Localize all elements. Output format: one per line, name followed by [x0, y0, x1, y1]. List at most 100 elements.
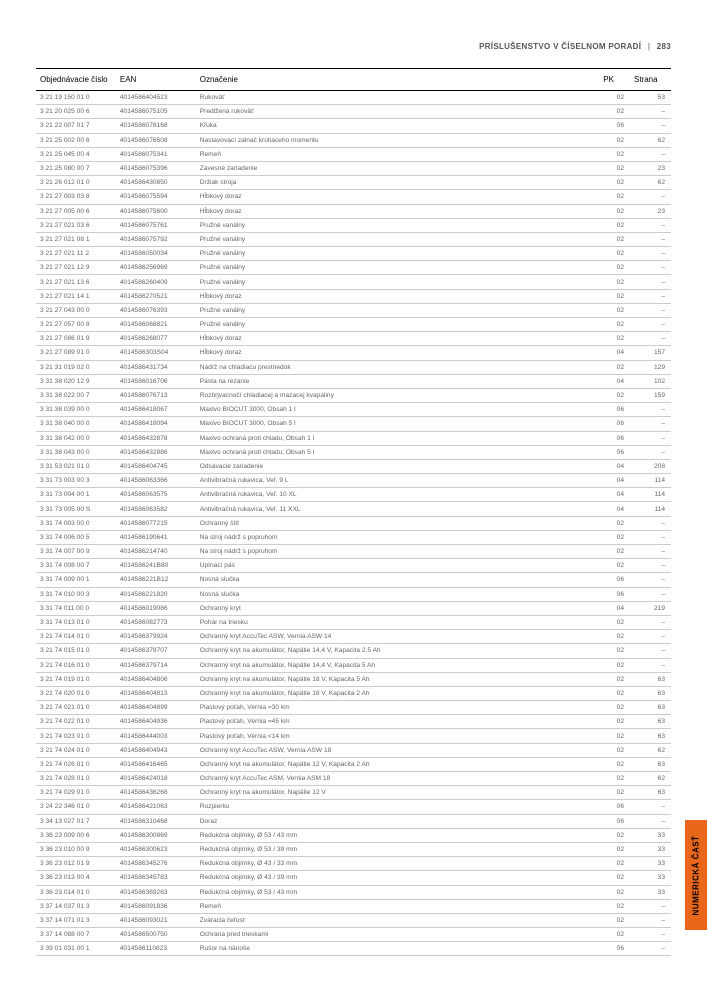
- table-cell: 4014586416465: [116, 757, 196, 771]
- table-row: 3 31 74 011 00 04014586019086Ochranný kr…: [36, 601, 671, 615]
- table-cell: 3 21 74 022 01 0: [36, 715, 116, 729]
- table-cell: Nastavovací zalnač krútiaceho momentu: [196, 133, 600, 147]
- table-cell: 4014586345783: [116, 871, 196, 885]
- table-row: 3 37 14 071 01 34014586093021Zváracia če…: [36, 913, 671, 927]
- table-cell: 06: [599, 431, 630, 445]
- table-cell: Maxlvo ochraná proti chladu, Obsah 1 l: [196, 431, 600, 445]
- table-cell: Doraz: [196, 814, 600, 828]
- table-cell: Pružné vanálny: [196, 275, 600, 289]
- table-cell: 3 31 73 004 00 1: [36, 488, 116, 502]
- table-cell: Remeň: [196, 899, 600, 913]
- table-cell: Antivibračná rukavica, Veľ. 9 L: [196, 474, 600, 488]
- table-cell: Ochranný kryt AccuTec ASW, Vernia ASW 18: [196, 743, 600, 757]
- table-cell: 06: [599, 119, 630, 133]
- table-cell: 02: [599, 530, 630, 544]
- table-cell: 3 21 27 021 03 6: [36, 218, 116, 232]
- table-cell: –: [630, 275, 671, 289]
- table-row: 3 21 27 057 00 84014586068821Pružné vaná…: [36, 318, 671, 332]
- table-cell: Hĺbkový doraz: [196, 289, 600, 303]
- table-cell: 62: [630, 772, 671, 786]
- table-row: 3 31 38 020 12 94014586016706Pasta na re…: [36, 374, 671, 388]
- table-cell: –: [630, 913, 671, 927]
- page-header: PRÍSLUŠENSTVO V ČÍSELNOM PORADÍ | 283: [479, 42, 671, 51]
- table-cell: 63: [630, 786, 671, 800]
- table-cell: 3 31 74 006 00 5: [36, 530, 116, 544]
- table-cell: 4014586418094: [116, 417, 196, 431]
- table-cell: 4014586421063: [116, 800, 196, 814]
- table-cell: 3 21 19 150 01 0: [36, 91, 116, 105]
- table-cell: 02: [599, 232, 630, 246]
- table-cell: 02: [599, 516, 630, 530]
- table-cell: 4014586268077: [116, 332, 196, 346]
- table-cell: 3 21 74 024 01 0: [36, 743, 116, 757]
- table-cell: –: [630, 247, 671, 261]
- table-cell: 3 37 14 037 01 3: [36, 899, 116, 913]
- table-cell: 3 21 27 086 01 9: [36, 332, 116, 346]
- side-tab-label: NUMERICKÁ ČASŤ: [692, 835, 701, 915]
- table-cell: 02: [599, 729, 630, 743]
- table-row: 3 39 01 031 00 14014586110823Rušor na ná…: [36, 942, 671, 956]
- header-section: PRÍSLUŠENSTVO V ČÍSELNOM PORADÍ: [479, 42, 641, 51]
- table-cell: –: [630, 218, 671, 232]
- table-cell: 3 21 74 028 01 0: [36, 772, 116, 786]
- table-cell: 02: [599, 204, 630, 218]
- table-cell: 3 21 26 012 01 0: [36, 176, 116, 190]
- table-cell: 4014586379714: [116, 658, 196, 672]
- table-cell: –: [630, 630, 671, 644]
- table-cell: 3 36 23 010 00 9: [36, 842, 116, 856]
- table-cell: 3 21 74 019 01 0: [36, 672, 116, 686]
- table-cell: Pružné vanálny: [196, 232, 600, 246]
- table-cell: Redukčná objímky, Ø 53 / 43 mm: [196, 885, 600, 899]
- table-cell: 23: [630, 161, 671, 175]
- table-cell: Ochrana pred trieskami: [196, 928, 600, 942]
- table-cell: Na stroj nádrž s popruhom: [196, 545, 600, 559]
- table-cell: –: [630, 303, 671, 317]
- table-cell: 4014586082773: [116, 615, 196, 629]
- table-cell: 02: [599, 658, 630, 672]
- table-cell: 02: [599, 303, 630, 317]
- table-row: 3 21 27 021 03 64014586075761Pružné vaná…: [36, 218, 671, 232]
- table-cell: Remeň: [196, 147, 600, 161]
- table-cell: 3 31 38 022 00 7: [36, 388, 116, 402]
- table-cell: 4014586221820: [116, 587, 196, 601]
- table-cell: 4014586270521: [116, 289, 196, 303]
- table-row: 3 21 74 014 01 04014586379924Ochranný kr…: [36, 630, 671, 644]
- table-row: 3 31 74 010 00 34014586221820Nosná slučk…: [36, 587, 671, 601]
- table-cell: 3 21 74 016 01 0: [36, 658, 116, 672]
- table-cell: Odsávacie zariadenie: [196, 459, 600, 473]
- table-cell: 3 31 74 010 00 3: [36, 587, 116, 601]
- table-cell: 3 21 31 019 02 0: [36, 360, 116, 374]
- table-cell: 02: [599, 686, 630, 700]
- table-cell: 3 31 73 005 00 S: [36, 502, 116, 516]
- table-cell: Antivibračná rukavica, Veľ. 10 XL: [196, 488, 600, 502]
- table-row: 3 31 38 043 00 04014586432886Maxlvo ochr…: [36, 445, 671, 459]
- table-cell: 3 21 27 043 00 0: [36, 303, 116, 317]
- table-cell: Nosná slučka: [196, 573, 600, 587]
- table-cell: –: [630, 559, 671, 573]
- table-cell: 4014586076713: [116, 388, 196, 402]
- table-row: 3 31 74 003 00 04014586077215Ochranný št…: [36, 516, 671, 530]
- table-row: 3 21 25 002 00 64014586076508Nastavovací…: [36, 133, 671, 147]
- table-cell: 4014586444003: [116, 729, 196, 743]
- table-row: 3 31 73 004 00 14014586063575Antivibračn…: [36, 488, 671, 502]
- table-row: 3 31 74 006 00 54014586190641Na stroj ná…: [36, 530, 671, 544]
- table-cell: 4014586432878: [116, 431, 196, 445]
- table-cell: 06: [599, 942, 630, 956]
- side-tab: NUMERICKÁ ČASŤ: [685, 820, 707, 930]
- table-cell: 4014586075761: [116, 218, 196, 232]
- table-cell: 02: [599, 275, 630, 289]
- table-cell: Nádrž na chladiacu prestriedok: [196, 360, 600, 374]
- table-cell: 219: [630, 601, 671, 615]
- table-cell: 02: [599, 105, 630, 119]
- table-cell: 3 31 73 003 00 3: [36, 474, 116, 488]
- table-cell: 4014586500750: [116, 928, 196, 942]
- table-cell: 02: [599, 913, 630, 927]
- table-cell: 4014586063582: [116, 502, 196, 516]
- table-cell: 4014586076508: [116, 133, 196, 147]
- table-cell: 3 37 14 071 01 3: [36, 913, 116, 927]
- table-cell: –: [630, 800, 671, 814]
- table-row: 3 24 22 346 01 04014586421063Rozpierku06…: [36, 800, 671, 814]
- table-cell: 02: [599, 772, 630, 786]
- table-cell: 02: [599, 615, 630, 629]
- table-cell: –: [630, 332, 671, 346]
